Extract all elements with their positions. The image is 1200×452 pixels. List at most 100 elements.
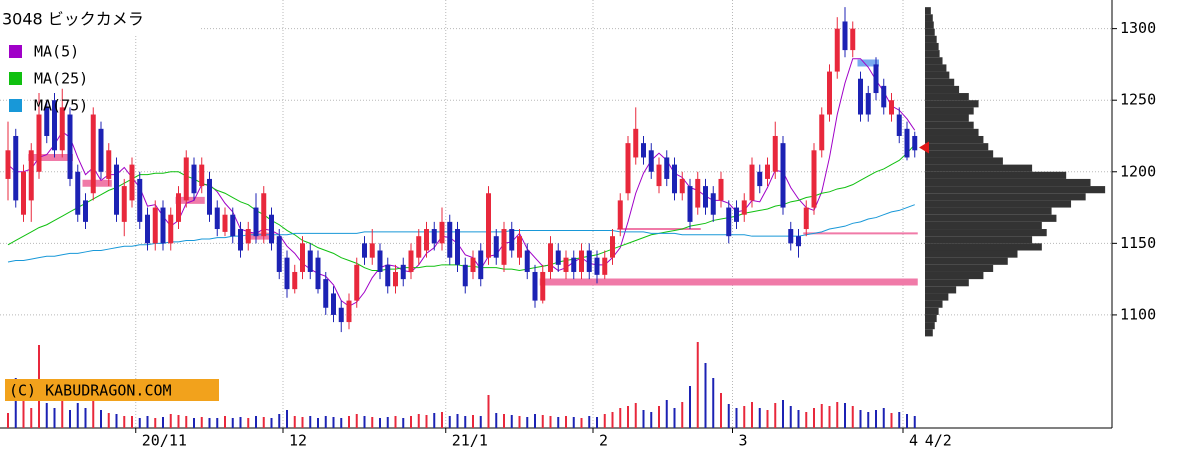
candle-body [555, 250, 561, 265]
candle-body [377, 250, 383, 272]
volume-bar [386, 417, 389, 428]
volume-bar [169, 414, 172, 428]
volume-bar [224, 416, 226, 428]
volume-bar [487, 395, 490, 428]
volume-bar [650, 412, 653, 428]
volume-bar [782, 400, 784, 428]
volume-bar [572, 417, 575, 428]
volume-bar [456, 414, 459, 428]
y-tick-label: 1150 [1120, 234, 1156, 252]
volume-bar [534, 414, 536, 428]
volume-bar [286, 410, 288, 428]
price-volume-bar [925, 200, 1072, 208]
x-tick-label: 2 [599, 432, 608, 450]
candle-body [819, 114, 825, 151]
volume-bar [278, 414, 281, 428]
candle-body [710, 193, 716, 215]
candle-body [470, 257, 476, 272]
volume-bar [301, 417, 304, 428]
volume-bar [603, 414, 606, 428]
candle-body [703, 186, 708, 208]
candle-body [222, 214, 228, 232]
candle-body [176, 193, 181, 222]
volume-bar [348, 416, 350, 428]
price-volume-bar [925, 64, 947, 72]
candle-body [687, 186, 693, 222]
candle-body [439, 221, 445, 244]
volume-bar [820, 404, 823, 428]
x-tick-label: 20/11 [142, 432, 187, 450]
volume-bar [549, 416, 552, 428]
volume-bar [371, 417, 374, 428]
x-tick-label: 4 [909, 432, 918, 450]
price-volume-bar [925, 164, 1033, 172]
candle-body [400, 264, 406, 280]
volume-bar [394, 416, 397, 428]
volume-bar [689, 386, 691, 428]
candle-body [610, 236, 615, 258]
x-tick-label: 12 [289, 432, 307, 450]
candle-body [912, 135, 918, 151]
candle-body [757, 171, 763, 187]
volume-bar [162, 417, 164, 428]
data-layer [5, 7, 1106, 337]
moving-average-line [7, 144, 916, 272]
candle-body [602, 257, 608, 275]
candle-body [253, 207, 259, 237]
volume-bar [588, 416, 591, 428]
candle-body [44, 107, 50, 136]
volume-bar [557, 417, 560, 428]
candle-body [749, 164, 755, 201]
candle-body [796, 236, 801, 247]
x-tick-label: 3 [739, 432, 748, 450]
volume-bar [611, 412, 614, 428]
volume-bar [510, 415, 513, 428]
volume-bar [45, 403, 48, 428]
candle-body [36, 114, 42, 172]
price-volume-bar [925, 236, 1033, 244]
volume-bar [867, 412, 870, 428]
candle-body [656, 164, 662, 187]
volume-bar [913, 416, 916, 428]
candle-body [455, 229, 460, 265]
candle-body [160, 207, 166, 244]
volume-bar [751, 402, 753, 428]
volume-bar [53, 408, 56, 428]
candle-body [106, 150, 112, 179]
candle-body [501, 229, 507, 265]
volume-bar [704, 363, 707, 428]
legend-label: MA(5) [34, 43, 79, 61]
candle-body [548, 243, 553, 272]
price-volume-bar [925, 7, 931, 15]
volume-bar [766, 410, 769, 428]
candle-body [300, 243, 305, 272]
candle-body [431, 229, 437, 244]
volume-bar [324, 416, 327, 428]
price-volume-bar [925, 186, 1106, 194]
candle-body [811, 150, 817, 208]
candle-body [52, 100, 57, 151]
chart-title: 3048 ビックカメラ [2, 10, 144, 29]
candle-body [354, 264, 360, 301]
volume-bar [231, 418, 234, 428]
volume-bar [464, 416, 467, 428]
candle-body [493, 236, 499, 258]
volume-bar [7, 413, 9, 428]
volume-bar [425, 415, 428, 428]
legend-swatch [9, 72, 22, 85]
candle-body [323, 279, 329, 308]
price-volume-bar [925, 107, 974, 115]
candle-body [416, 236, 422, 258]
title-background [0, 0, 200, 36]
price-volume-bar [925, 214, 1057, 222]
volume-bar [658, 406, 660, 428]
price-volume-bar [925, 157, 1003, 165]
volume-bar [774, 403, 777, 428]
volume-bar [696, 342, 699, 428]
volume-bar [789, 406, 792, 428]
y-tick-label: 1200 [1120, 162, 1156, 180]
candle-body [424, 229, 429, 251]
volume-bar [828, 406, 831, 428]
volume-bar [851, 406, 854, 428]
price-volume-bar [925, 143, 989, 151]
